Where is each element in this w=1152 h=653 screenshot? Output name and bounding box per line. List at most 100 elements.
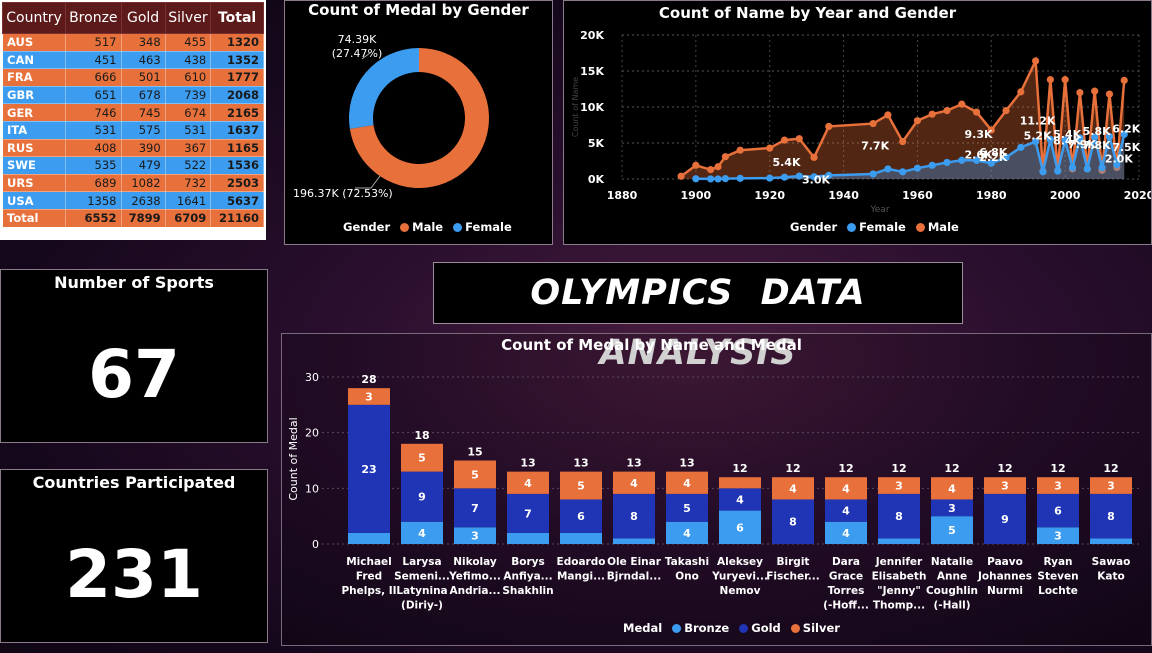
- data-label: 2.0K: [1105, 153, 1133, 166]
- y-tick-label: 30: [305, 371, 319, 384]
- x-tick-label: 1980: [976, 189, 1007, 202]
- data-label: 7.9K: [1068, 138, 1096, 151]
- data-point-female: [1113, 161, 1121, 169]
- value-cell: 745: [120, 103, 166, 122]
- data-point-male: [692, 161, 700, 169]
- bar-legend-bronze[interactable]: Bronze: [684, 621, 730, 635]
- data-label: 5.4K: [1053, 128, 1081, 141]
- bar-silver: [560, 471, 602, 500]
- x-category-label: Bjrndal...: [607, 571, 661, 583]
- bar-segment-label: 3: [1054, 530, 1062, 543]
- donut-legend-female[interactable]: Female: [465, 220, 512, 234]
- data-label: 7.7K: [861, 140, 889, 153]
- column-header-country[interactable]: Country: [1, 2, 67, 34]
- data-point-female: [736, 174, 744, 182]
- value-cell: 438: [164, 50, 212, 70]
- bar-segment-label: 6: [577, 510, 585, 523]
- value-cell: 746: [65, 103, 122, 122]
- bar-silver: [1037, 477, 1079, 494]
- bar-total-label: 13: [573, 457, 588, 470]
- bar-gold: [719, 488, 761, 511]
- value-cell: 1352: [210, 50, 264, 70]
- donut-legend-male[interactable]: Male: [412, 220, 444, 234]
- x-category-label: Thomp...: [873, 600, 925, 612]
- bar-segment-label: 9: [418, 491, 426, 504]
- area-legend: Gender Female Male: [790, 220, 959, 234]
- area-chart-panel: Count of Name by Year and Gender 0K 5K 10K…: [563, 0, 1152, 245]
- value-cell: 1358: [65, 191, 122, 210]
- value-cell: 408: [65, 138, 122, 158]
- column-header-silver[interactable]: Silver: [164, 2, 212, 34]
- x-category-label: Takashi: [665, 556, 709, 568]
- data-point-female: [1098, 163, 1106, 172]
- value-cell: 666: [65, 68, 122, 87]
- x-category-label: (-Hall): [933, 600, 970, 612]
- data-point-female: [958, 156, 966, 164]
- area-legend-female[interactable]: Female: [859, 220, 906, 234]
- bar-segment-label: 8: [630, 510, 638, 523]
- bar-silver: [878, 477, 920, 494]
- x-tick-label: 2020: [1124, 189, 1151, 202]
- bar-silver: [719, 477, 761, 489]
- column-header-bronze[interactable]: Bronze: [65, 2, 122, 34]
- data-point-female: [1054, 167, 1062, 175]
- sports-kpi-label: Number of Sports: [54, 273, 214, 292]
- value-cell: 517: [65, 33, 122, 52]
- x-category-label: Elisabeth: [872, 571, 927, 583]
- data-label: 8.4K: [1053, 135, 1081, 148]
- value-cell: 674: [164, 103, 212, 122]
- bar-segment-label: 3: [948, 502, 956, 515]
- value-cell: 531: [164, 120, 212, 140]
- data-point-male: [780, 136, 789, 144]
- table-row: URS 689 1082 732 2503: [1, 173, 264, 193]
- bar-silver: [348, 388, 390, 405]
- y-tick-label: 20: [305, 427, 319, 440]
- female-dot-icon: [847, 223, 857, 232]
- data-point-male: [913, 117, 922, 125]
- bar-bronze: [560, 532, 602, 544]
- column-header-gold[interactable]: Gold: [120, 2, 166, 34]
- data-label: 9.3K: [965, 128, 993, 141]
- x-category-label: Semeni...: [394, 571, 450, 583]
- bar-total-label: 15: [467, 446, 482, 459]
- bar-gold: [984, 493, 1026, 544]
- area-legend-male[interactable]: Male: [927, 220, 959, 234]
- bar-segment-label: 3: [365, 390, 373, 403]
- bar-gold: [772, 499, 814, 544]
- gold-dot-icon: [739, 624, 749, 633]
- bar-legend-silver[interactable]: Silver: [802, 621, 840, 635]
- column-header-total[interactable]: Total: [210, 2, 264, 34]
- bar-total-label: 12: [1050, 462, 1065, 475]
- value-cell: 390: [120, 138, 166, 158]
- x-category-label: (Diriy-): [401, 600, 443, 612]
- area-legend-title: Gender: [790, 220, 838, 234]
- area-fill-female: [695, 134, 1125, 179]
- x-category-label: Ono: [675, 571, 699, 583]
- data-point-male: [714, 163, 722, 171]
- data-label: 3.0K: [802, 173, 830, 186]
- y-tick-label: 20K: [580, 29, 604, 42]
- bar-segment-label: 5: [948, 524, 956, 537]
- bar-segment-label: 8: [789, 516, 797, 529]
- value-cell: 7899: [120, 208, 166, 228]
- bar-total-label: 12: [944, 462, 959, 475]
- data-label: 5.8K: [1083, 125, 1111, 138]
- data-label: 7.8K: [1083, 139, 1111, 152]
- donut-label-male: 196.37K (72.53%): [293, 187, 393, 200]
- table-header-row: Country Bronze Gold Silver Total: [1, 2, 264, 34]
- bar-segment-label: 5: [418, 452, 426, 465]
- data-point-female: [899, 168, 907, 176]
- country-cell: AUS: [1, 33, 67, 52]
- x-category-label: Jennifer: [875, 556, 923, 568]
- data-point-female: [795, 172, 803, 180]
- table-row: AUS 517 348 455 1320: [1, 33, 264, 52]
- x-category-label: Anfiya...: [503, 571, 552, 583]
- table-row: ITA 531 575 531 1637: [1, 120, 264, 140]
- data-point-female: [766, 174, 774, 182]
- x-category-label: Kato: [1097, 571, 1124, 583]
- bar-segment-label: 8: [1107, 510, 1115, 523]
- bar-total-label: 13: [520, 457, 535, 470]
- value-cell: 689: [65, 173, 122, 193]
- value-cell: 6709: [164, 208, 212, 228]
- bar-legend-gold[interactable]: Gold: [751, 621, 781, 635]
